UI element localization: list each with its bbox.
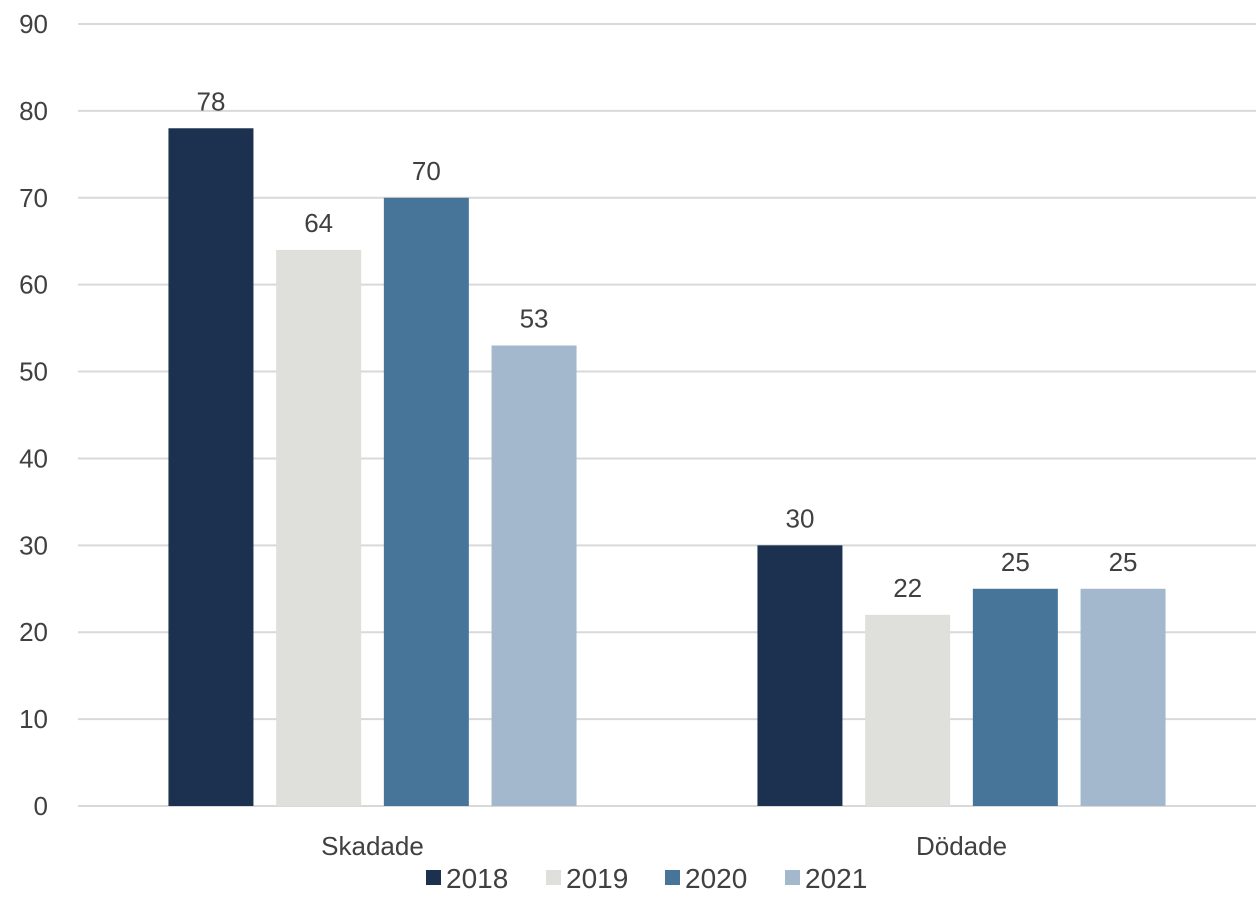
data-label: 25	[1001, 547, 1030, 577]
data-label: 22	[893, 573, 922, 603]
y-tick-label: 10	[19, 704, 48, 734]
y-tick-label: 90	[19, 9, 48, 39]
bar-skadade-2018	[168, 128, 254, 806]
legend-label: 2019	[566, 863, 628, 894]
data-label: 64	[304, 208, 333, 238]
category-label: Skadade	[321, 831, 424, 861]
data-labels: 78 64 70 53 30 22 25 25	[196, 86, 1137, 603]
legend-label: 2021	[805, 863, 867, 894]
y-tick-label: 80	[19, 96, 48, 126]
legend-label: 2020	[685, 863, 747, 894]
data-label: 70	[412, 156, 441, 186]
data-label: 30	[785, 503, 814, 533]
y-tick-label: 60	[19, 270, 48, 300]
x-axis-categories: Skadade Dödade	[321, 831, 1007, 861]
y-tick-label: 70	[19, 183, 48, 213]
y-tick-label: 0	[34, 791, 48, 821]
bar-skadade-2020	[383, 197, 469, 806]
legend-swatch-2018	[426, 870, 441, 885]
bar-dödade-2018	[757, 545, 843, 806]
bar-skadade-2019	[276, 249, 362, 806]
legend-label: 2018	[446, 863, 508, 894]
y-axis-ticks: 0 10 20 30 40 50 60 70 80 90	[19, 9, 48, 821]
bars	[168, 128, 1166, 806]
data-label: 53	[520, 303, 549, 333]
gridlines	[78, 23, 1256, 807]
legend-swatch-2021	[785, 870, 800, 885]
data-label: 25	[1109, 547, 1138, 577]
category-label: Dödade	[916, 831, 1007, 861]
bar-dödade-2020	[972, 588, 1058, 806]
bar-dödade-2019	[865, 614, 951, 806]
legend-swatch-2020	[665, 870, 680, 885]
legend: 2018 2019 2020 2021	[426, 863, 867, 894]
y-tick-label: 40	[19, 443, 48, 473]
bar-skadade-2021	[491, 345, 577, 806]
y-tick-label: 20	[19, 617, 48, 647]
bar-dödade-2021	[1080, 588, 1166, 806]
legend-swatch-2019	[546, 870, 561, 885]
data-label: 78	[196, 86, 225, 116]
y-tick-label: 50	[19, 357, 48, 387]
y-tick-label: 30	[19, 530, 48, 560]
